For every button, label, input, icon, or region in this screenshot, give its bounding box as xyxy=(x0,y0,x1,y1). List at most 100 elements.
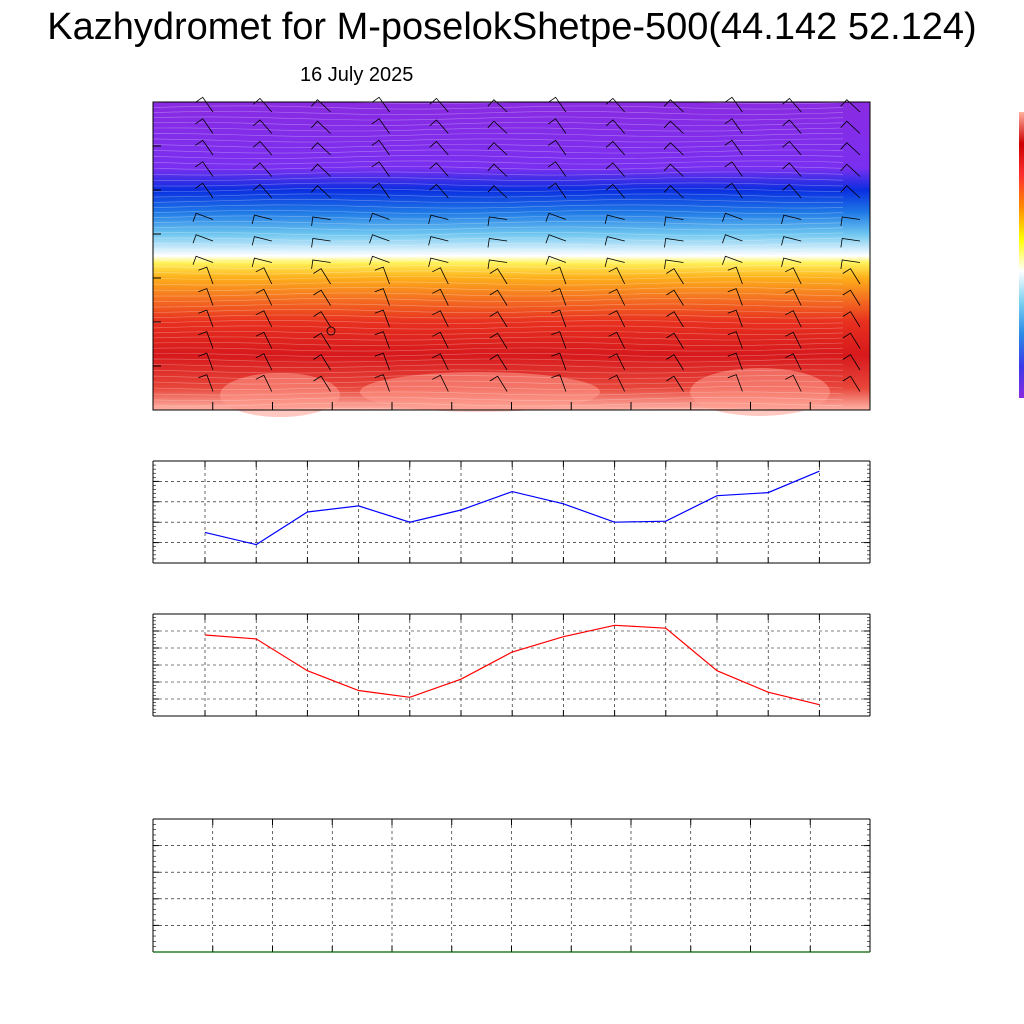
wind-barb xyxy=(545,234,567,244)
warm-blob xyxy=(690,368,830,416)
contour-line xyxy=(152,188,844,192)
wind-barb xyxy=(840,163,861,177)
wind-barb xyxy=(785,331,802,349)
contour-line xyxy=(152,397,844,401)
wind-barb xyxy=(608,331,626,349)
wind-barb xyxy=(724,161,743,177)
wind-barb xyxy=(545,212,567,222)
wind-barb xyxy=(842,375,861,392)
wind-barb xyxy=(313,311,331,328)
wind-barb xyxy=(722,255,743,265)
wind-barb xyxy=(369,212,390,222)
wind-barb xyxy=(664,238,684,248)
wind-barb xyxy=(371,182,390,199)
wind-barb xyxy=(547,182,567,199)
wind-barb xyxy=(724,118,743,134)
contour-line xyxy=(152,320,844,324)
wind-barb xyxy=(311,163,331,177)
wind-barb xyxy=(371,161,390,177)
wind-barb xyxy=(371,139,390,156)
wind-barb xyxy=(252,162,273,177)
contour-line xyxy=(152,199,844,203)
wind-barb xyxy=(195,118,214,134)
wind-barb xyxy=(489,289,508,306)
wind-barb xyxy=(252,183,273,199)
contour-line xyxy=(152,122,844,126)
page-title: Kazhydromet for M-poselokShetpe-500(44.1… xyxy=(47,6,977,48)
contour-line xyxy=(152,160,844,165)
wind-barb xyxy=(785,288,802,306)
wind-barb xyxy=(251,236,272,246)
wind-barb xyxy=(727,352,743,371)
contour-line xyxy=(152,116,844,121)
wind-barb xyxy=(840,216,861,226)
wind-barb xyxy=(666,375,684,392)
wind-barb xyxy=(311,259,331,269)
contour-line xyxy=(152,298,844,302)
contour-lines xyxy=(152,100,844,412)
wind-barb xyxy=(311,99,331,113)
contour-line xyxy=(152,254,844,258)
contour-line xyxy=(152,402,844,407)
wind-barb xyxy=(663,163,684,177)
wind-barb xyxy=(374,374,390,392)
wind-barb xyxy=(487,163,508,177)
wind-barb xyxy=(840,259,861,269)
wind-barb xyxy=(605,119,626,134)
panel-3 xyxy=(152,818,871,953)
wind-barb xyxy=(663,99,684,113)
wind-barb xyxy=(255,374,273,392)
contour-line xyxy=(152,105,844,110)
wind-barb xyxy=(840,120,861,134)
contour-line xyxy=(152,276,844,280)
wind-barb xyxy=(311,120,331,134)
contour-line xyxy=(152,133,844,137)
contour-line xyxy=(152,265,844,269)
wind-barb xyxy=(487,216,508,226)
contour-line xyxy=(152,259,844,264)
wind-barb xyxy=(255,331,273,349)
wind-barb xyxy=(192,212,214,222)
contour-line xyxy=(152,325,844,330)
wind-barb xyxy=(840,99,861,113)
wind-barb xyxy=(785,310,802,328)
wind-barb xyxy=(489,268,508,285)
contour-line xyxy=(152,287,844,291)
wind-barb xyxy=(251,257,272,267)
contour-line xyxy=(152,215,844,220)
calm-wind-marker xyxy=(326,326,336,336)
wind-barb xyxy=(313,332,331,349)
colorbar xyxy=(1019,112,1024,398)
wind-barb xyxy=(666,268,684,285)
wind-barb xyxy=(198,331,214,349)
wind-barb xyxy=(487,238,508,248)
contour-line xyxy=(152,353,844,357)
contour-line xyxy=(152,127,844,132)
wind-barb xyxy=(198,374,214,392)
wind-barb xyxy=(192,255,214,265)
contour-line xyxy=(152,303,844,308)
wind-barb xyxy=(428,257,449,267)
wind-barb xyxy=(547,161,567,177)
wind-barb xyxy=(608,353,626,371)
wind-barb xyxy=(842,289,861,306)
contour-line xyxy=(152,193,844,198)
wind-barb xyxy=(489,354,508,371)
wind-barb xyxy=(374,266,390,285)
wind-barb xyxy=(727,266,743,285)
warm-blob xyxy=(360,372,600,412)
wind-barb xyxy=(781,236,802,246)
contour-line xyxy=(152,111,844,115)
wind-barb xyxy=(722,212,743,222)
wind-barb xyxy=(195,139,214,156)
wind-barb xyxy=(487,99,508,113)
wind-barb xyxy=(374,352,390,371)
wind-barb xyxy=(722,234,743,244)
wind-barb xyxy=(487,120,508,134)
wind-barb xyxy=(198,266,214,285)
wind-barb xyxy=(551,374,567,392)
wind-barb xyxy=(724,182,743,199)
wind-barb xyxy=(551,352,567,371)
wind-barb xyxy=(727,309,743,328)
wind-barb xyxy=(195,182,214,199)
